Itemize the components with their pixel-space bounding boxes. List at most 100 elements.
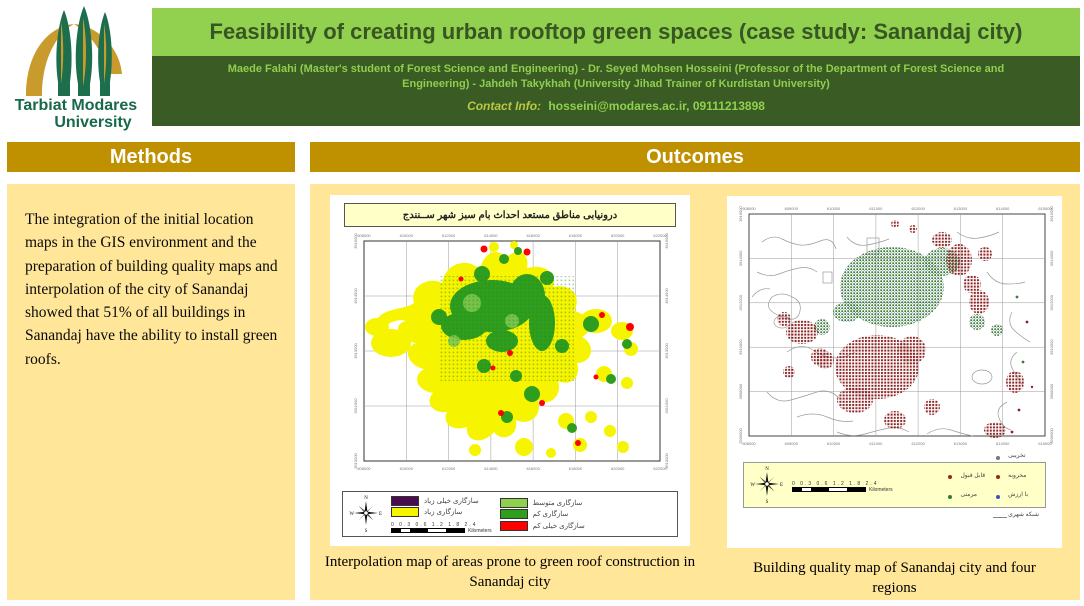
scale-bar-segments [792, 487, 866, 492]
svg-text:613000: 613000 [954, 206, 968, 211]
legend-symbol-dot-blue [993, 486, 1003, 504]
map1-title-fa: درونیابی مناطق مستعد احداث بام سبز شهر س… [344, 203, 676, 227]
contact-value: hosseini@modares.ac.ir, 09111213898 [548, 98, 765, 113]
svg-text:3913000: 3913000 [353, 342, 358, 358]
map2-yticks-left: 3916000 3914000 3912000 3910000 3908000 39060… [738, 205, 743, 443]
svg-text:3908000: 3908000 [738, 383, 743, 399]
svg-text:3910000: 3910000 [664, 452, 669, 468]
svg-text:608000: 608000 [357, 466, 371, 471]
legend-item: مخروبه [993, 466, 1039, 484]
svg-text:3908000: 3908000 [1049, 383, 1054, 399]
svg-text:611000: 611000 [869, 206, 883, 211]
map2-scattered-points [1010, 295, 1034, 434]
svg-text:615000: 615000 [1038, 441, 1052, 446]
methods-panel: The integration of the initial location … [7, 184, 295, 600]
map1-legend: N S W E سازگاری خیلی زیاد سازگاری زیاد 0 … [342, 491, 678, 537]
svg-text:3914500: 3914500 [664, 287, 669, 303]
map1-yticks-right: 3916000 3914500 3913000 3911500 3910000 [664, 232, 669, 468]
contact-label: Contact Info: [467, 98, 542, 113]
map2-scale-bar: 0 0.3 0.6 1.2 1.8 2.4 Kilometers [792, 480, 893, 493]
university-logo: Tarbiat Modares University [0, 0, 152, 140]
map2-red-quality-areas [777, 220, 1024, 438]
legend-label: سازگاری زیاد [424, 509, 463, 517]
outcomes-panel: درونیابی مناطق مستعد احداث بام سبز شهر س… [310, 184, 1080, 600]
university-name-line1: Tarbiat Modares [14, 97, 138, 114]
legend-symbol-dot-red [945, 466, 955, 484]
legend-label: مخروبه [1008, 472, 1027, 479]
legend-item: سازگاری خیلی زیاد [391, 495, 492, 506]
legend-label: سازگاری خیلی زیاد [424, 497, 479, 505]
svg-text:610000: 610000 [400, 233, 414, 238]
legend-swatch [391, 495, 419, 506]
svg-text:3910000: 3910000 [1049, 339, 1054, 355]
compass-rose-icon: N S W E [349, 496, 382, 534]
svg-text:610000: 610000 [827, 206, 841, 211]
legend-swatch [391, 507, 419, 518]
map2-legend: N S W E 0 0.3 0.6 1.2 1.8 2.4 Kilometers [743, 453, 1046, 519]
authors-line: Maede Falahi (Master's student of Forest… [227, 63, 1005, 90]
map2-green-quality-areas [814, 247, 1003, 336]
legend-item: شبکه شهری [993, 505, 1039, 523]
title-bar: Feasibility of creating urban rooftop gr… [152, 8, 1080, 56]
svg-text:N: N [364, 496, 368, 501]
svg-text:3910000: 3910000 [738, 339, 743, 355]
legend-label: قابل قبول [960, 472, 986, 479]
svg-text:610000: 610000 [400, 466, 414, 471]
svg-text:3912000: 3912000 [738, 294, 743, 310]
compass-rose-icon: N S W E [750, 467, 783, 505]
svg-text:3911500: 3911500 [353, 398, 358, 414]
map2-xticks-top: 608000 609000 610000 611000 612000 613000 6140… [742, 206, 1052, 211]
legend-swatch [499, 520, 528, 531]
svg-text:620000: 620000 [611, 466, 625, 471]
legend-item: سازگاری خیلی کم [499, 520, 585, 531]
svg-text:622000: 622000 [653, 233, 667, 238]
svg-text:612000: 612000 [911, 206, 925, 211]
svg-text:608000: 608000 [742, 206, 756, 211]
map2-legend-col2: تخریبی مخروبه با ارزش شبکه شهری [993, 445, 1039, 525]
svg-text:612000: 612000 [442, 233, 456, 238]
svg-text:3906000: 3906000 [738, 427, 743, 443]
svg-text:614000: 614000 [484, 233, 498, 238]
map1-very-low-suitability-spots [458, 245, 634, 446]
svg-text:615000: 615000 [1038, 206, 1052, 211]
legend-item: با ارزش [993, 486, 1039, 504]
svg-text:616000: 616000 [526, 466, 540, 471]
svg-text:609000: 609000 [785, 206, 799, 211]
methods-header: Methods [7, 142, 295, 172]
methods-header-label: Methods [109, 145, 193, 168]
legend-symbol-line [993, 505, 1008, 523]
svg-text:614000: 614000 [996, 206, 1010, 211]
svg-text:W: W [750, 483, 755, 488]
map2-legend-col1: قابل قبول مرمتی [945, 465, 985, 506]
svg-text:614000: 614000 [484, 466, 498, 471]
legend-item: قابل قبول [945, 466, 985, 484]
map1-legend-right-column: سازگاری متوسط سازگاری کم سازگاری خیلی کم [499, 496, 585, 532]
svg-text:608000: 608000 [742, 441, 756, 446]
svg-text:S: S [365, 529, 368, 534]
legend-item: سازگاری متوسط [499, 497, 585, 508]
map1-scale-bar: 0 0.3 0.6 1.2 1.8 2.4 Kilometers [391, 521, 492, 534]
svg-text:3913000: 3913000 [664, 342, 669, 358]
svg-text:612000: 612000 [442, 466, 456, 471]
svg-text:N: N [765, 467, 769, 472]
svg-text:E: E [379, 512, 382, 517]
legend-label: با ارزش [1008, 492, 1029, 499]
svg-text:3916000: 3916000 [1049, 205, 1054, 221]
svg-text:S: S [766, 500, 769, 505]
svg-text:3914500: 3914500 [353, 287, 358, 303]
map2-caption: Building quality map of Sanandaj city an… [753, 560, 1036, 597]
interpolation-map-canvas: 608000 610000 612000 614000 616000 618000 6200… [353, 232, 669, 471]
legend-item: مرمتی [945, 486, 985, 504]
authors-bar: Maede Falahi (Master's student of Forest… [152, 56, 1080, 126]
map1-xticks-top: 608000 610000 612000 614000 616000 618000 6200… [357, 233, 667, 238]
svg-text:618000: 618000 [569, 466, 583, 471]
methods-text: The integration of the initial location … [25, 211, 278, 368]
legend-label: مرمتی [960, 492, 977, 499]
legend-label: شبکه شهری [1008, 511, 1039, 518]
svg-text:609000: 609000 [785, 441, 799, 446]
svg-text:E: E [780, 483, 783, 488]
university-name-line2: University [54, 113, 132, 131]
svg-text:3916000: 3916000 [738, 205, 743, 221]
svg-text:618000: 618000 [569, 233, 583, 238]
